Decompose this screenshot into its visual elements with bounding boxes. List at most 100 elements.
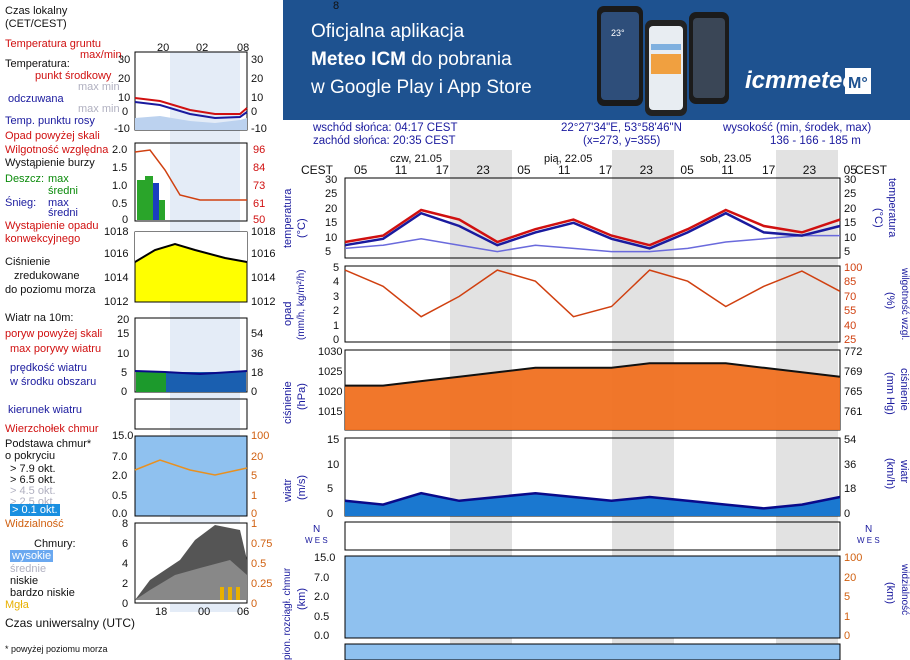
legend-clouds-low	[135, 560, 247, 600]
legend-precip-panel	[134, 142, 248, 222]
precip-unit: (mm/h, kg/m²/h)	[296, 269, 307, 340]
temp-unit-r: (°C)	[872, 208, 884, 228]
legend-gust-above: poryw powyżej skali	[5, 328, 103, 340]
legend-pres-tick-r: 1018	[251, 226, 276, 238]
clouds-panel	[344, 643, 841, 660]
legend-wind-tick: 15	[117, 328, 130, 340]
legend-base-tick: 7.0	[112, 451, 128, 463]
legend-fog-bar-3	[236, 587, 240, 600]
legend-temp-tick: 10	[118, 92, 131, 104]
hour-label: 05	[354, 163, 368, 177]
hour-label: 05	[517, 163, 531, 177]
legend-base-tick: 15.0	[112, 430, 134, 442]
pressure-mmhg-tick: 772	[844, 346, 863, 358]
legend-footnote: * powyżej poziomu morza	[5, 644, 108, 654]
height-values: 136 - 166 - 185 m	[770, 135, 861, 147]
legend-fog: Mgła	[5, 599, 29, 611]
wind-rose-right: N	[865, 524, 873, 535]
cloudbase-tick: 7.0	[314, 571, 330, 584]
temp-line	[344, 208, 841, 247]
legend-base-tick: 2.0	[112, 470, 128, 482]
legend-pres-tick: 1014	[104, 272, 129, 284]
legend-local-tick-2: 02	[196, 42, 209, 54]
legend-midpoint: punkt środkowy	[35, 70, 112, 82]
legend-base-tick: 0.0	[112, 508, 128, 520]
wind-tick: 0	[327, 508, 334, 520]
legend-maxmin-1: max min	[78, 81, 120, 93]
wind-fill	[345, 493, 840, 516]
legend-base-tick-r: 20	[251, 451, 264, 463]
legend-maxmin-2: max min	[78, 103, 120, 115]
legend-dew-point: Temp. punktu rosy	[5, 115, 95, 127]
legend-rain-bar-2	[145, 176, 153, 220]
app-banner[interactable]: Oficjalna aplikacja Meteo ICM do pobrani…	[283, 0, 910, 120]
logo-badge: M°	[848, 75, 868, 92]
wind-kmh-tick: 54	[844, 434, 857, 446]
legend-humidity-line	[134, 149, 247, 201]
main-panels	[344, 150, 841, 660]
legend-precip-tick: 2.0	[112, 144, 128, 156]
hour-label: 05	[680, 163, 694, 177]
vis-tick: 100	[844, 552, 863, 564]
cloudbase-tick: 0.0	[314, 630, 330, 642]
legend-felt-line	[134, 101, 248, 120]
temp-tick: 15	[325, 217, 338, 230]
legend-wind-fill-green	[136, 372, 166, 392]
temp-tick: 5	[325, 246, 332, 258]
legend-temp-tick: 30	[118, 54, 131, 66]
banner-line-1: Oficjalna aplikacja	[311, 21, 465, 42]
legend-precip-tick: 0.5	[112, 198, 128, 210]
hour-label: 23	[802, 163, 817, 177]
humidity-tick: 70	[844, 290, 857, 303]
legend-clouds-very-low: bardzo niskie	[10, 587, 75, 599]
main-series	[344, 208, 841, 516]
legend-cloud-top: Wierzchołek chmur	[5, 423, 99, 435]
temp-tick-r: 20	[844, 202, 857, 215]
humidity-tick: 100	[844, 262, 863, 274]
legend-utc-tick-1: 18	[155, 606, 168, 618]
legend-pres-tick-r: 1014	[251, 272, 276, 284]
legend-soil-maxmin: max/min	[80, 49, 122, 61]
legend-rain-bar-1	[137, 180, 145, 220]
legend-rain: Deszcz:	[5, 173, 45, 185]
legend-clouds-low: niskie	[10, 575, 39, 587]
humidity-tick: 55	[844, 305, 857, 318]
legend-visibility: Widzialność	[5, 518, 64, 530]
wind-unit: (m/s)	[296, 474, 308, 500]
wind-tick: 15	[327, 434, 340, 446]
pressure-tick: 1020	[318, 386, 343, 398]
legend-pressure-line	[134, 242, 248, 263]
pressure-unit-r: (mm Hg)	[884, 372, 896, 415]
legend-cloud-tick: 4	[122, 558, 129, 570]
temp-tick: 30	[325, 174, 338, 186]
temp-tick-r: 5	[844, 246, 851, 258]
banner-line-3: w Google Play i App Store	[311, 77, 532, 98]
legend-visibility-line	[134, 459, 248, 476]
legend-pres-tick: 1016	[104, 248, 129, 260]
legend-pres-tick-r: 1016	[251, 248, 276, 260]
hour-label: 17	[435, 163, 449, 177]
day-label-3: sob, 23.05	[700, 153, 752, 165]
legend-cloud-base-1: Podstawa chmur*	[5, 438, 92, 450]
legend-pres-tick: 1018	[104, 226, 129, 238]
legend-panels	[134, 51, 248, 612]
hour-label: 05	[843, 163, 857, 177]
legend-local-tz: (CET/CEST)	[5, 18, 67, 30]
legend-precip-occ: Wystąpienie opadu	[5, 220, 99, 232]
legend-precip-tick: 1.5	[112, 162, 128, 174]
hour-label: 11	[394, 163, 408, 177]
legend-wind-tick: 10	[117, 348, 130, 360]
precip-panel	[344, 265, 841, 343]
pressure-label-r: ciśnienie	[898, 368, 910, 411]
legend-hum-tick: 73	[253, 180, 266, 192]
pressure-label: ciśnienie	[282, 381, 294, 424]
felt-temp-line	[344, 211, 841, 250]
vis-tick: 1	[844, 610, 851, 623]
wind-rose-left: N	[313, 524, 321, 535]
vis-label-r: widzialność	[899, 564, 910, 616]
legend-dew-fill	[135, 116, 247, 130]
legend-hum-tick: 84	[253, 162, 266, 174]
legend-pressure-mask	[135, 232, 247, 262]
pressure-mmhg-tick: 769	[844, 366, 863, 378]
